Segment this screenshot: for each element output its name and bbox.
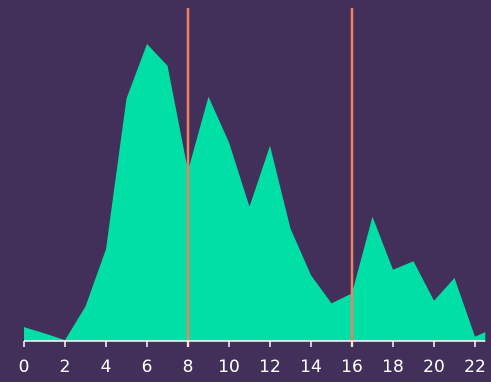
x-tick-label: 22 [464,357,486,377]
x-tick-label: 20 [423,357,445,377]
x-tick-label: 6 [142,357,153,377]
x-tick-label: 14 [300,357,322,377]
area-layer [24,44,486,341]
x-tick-label: 2 [60,357,71,377]
reference-lines [186,8,354,347]
x-tick-label: 10 [218,357,240,377]
x-tick-label: 16 [341,357,363,377]
x-axis: 0 2 4 6 8 10 12 14 16 18 20 22 [19,340,486,377]
x-tick-label: 0 [19,357,30,377]
x-tick-label: 8 [183,357,194,377]
x-tick-label: 18 [382,357,404,377]
area-series [24,44,486,341]
x-tick-label: 12 [259,357,281,377]
x-tick-label: 4 [101,357,112,377]
